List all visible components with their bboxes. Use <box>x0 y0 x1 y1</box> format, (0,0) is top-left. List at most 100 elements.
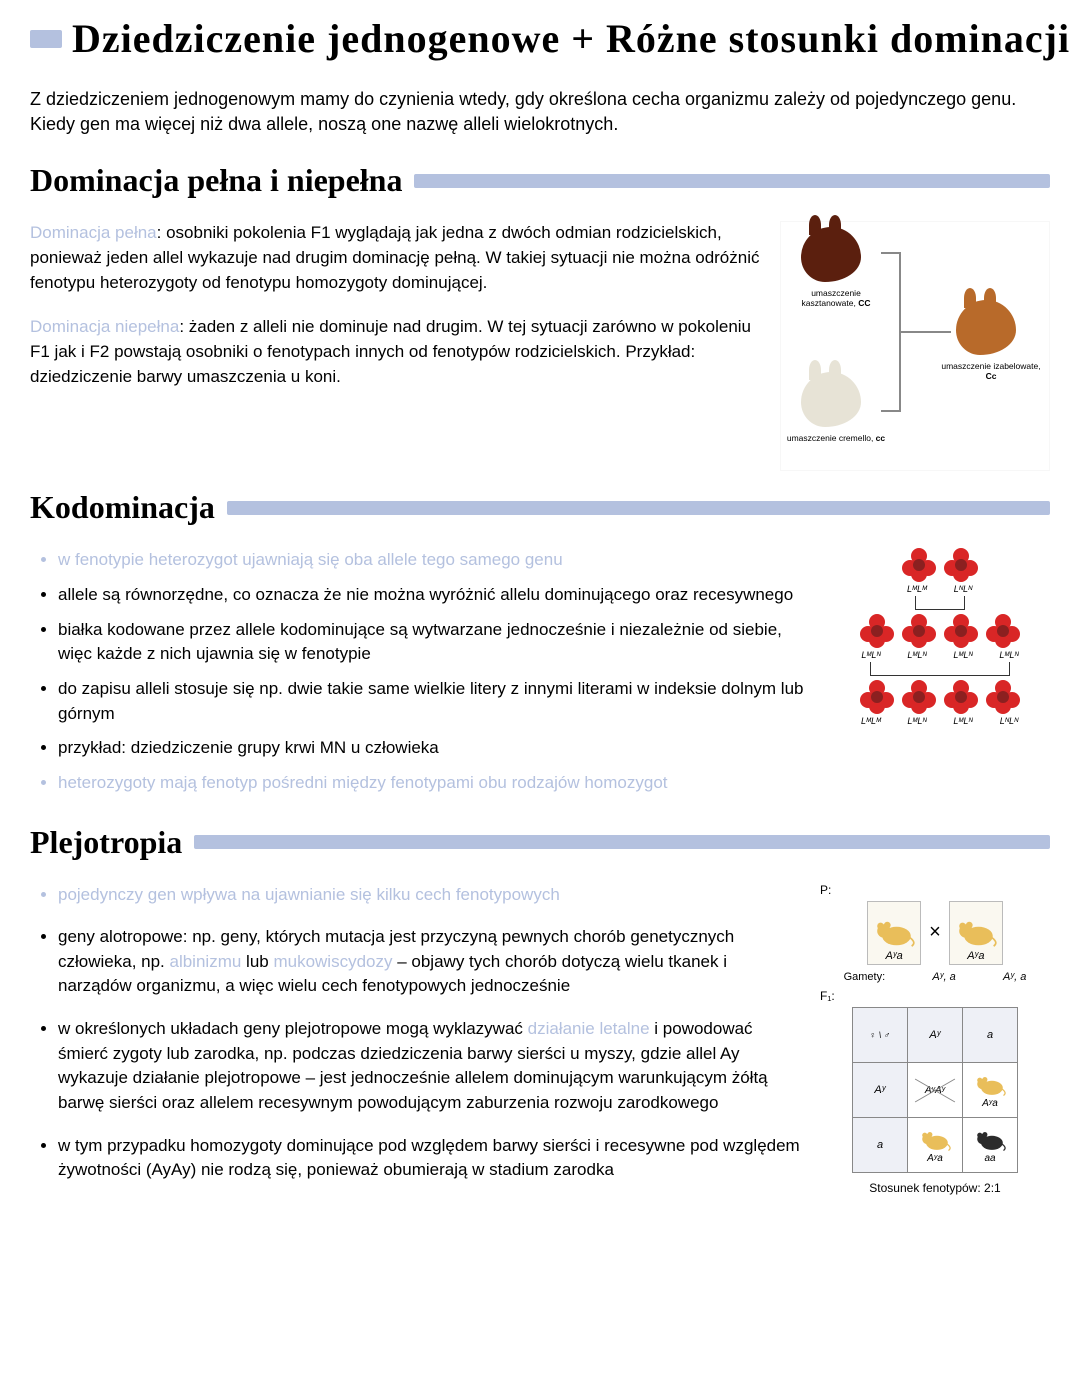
genotype-label: LᴹLᴺ <box>990 650 1028 660</box>
plejotropia-list: pojedynczy gen wpływa na ujawnianie się … <box>30 883 800 1183</box>
parent-box: Aʸa <box>949 901 1003 965</box>
flower-row <box>830 680 1050 714</box>
genotype-label: aa <box>984 1153 995 1164</box>
heading-underline <box>414 174 1050 188</box>
list-item: geny alotropowe: np. geny, których mutac… <box>58 925 800 999</box>
list-item: w określonych układach geny plejotropowe… <box>58 1017 800 1116</box>
term-highlight: działanie letalne <box>528 1019 650 1038</box>
gamete-label: Aʸ, a <box>1003 971 1026 983</box>
section-heading-plejotropia: Plejotropia <box>30 824 1050 861</box>
bracket-connector <box>881 252 901 412</box>
punnett-cell: AʸAʸ <box>908 1062 963 1117</box>
punnett-header: Aʸ <box>853 1062 908 1117</box>
lethal-cross-icon <box>912 1067 958 1113</box>
list-item: w tym przypadku homozygoty dominujące po… <box>58 1134 800 1183</box>
intro-paragraph: Z dziedziczeniem jednogenowym mamy do cz… <box>30 87 1050 137</box>
flower-icon <box>860 680 894 714</box>
flower-icon <box>944 614 978 648</box>
term-highlight: Dominacja niepełna <box>30 317 179 336</box>
term-highlight: albinizmu <box>170 952 242 971</box>
heading-text: Dominacja pełna i niepełna <box>30 162 402 199</box>
gametes-label: Gamety: <box>844 971 886 983</box>
flower-icon <box>986 614 1020 648</box>
genotype-label: LᴹLᴺ <box>898 650 936 660</box>
page-title: Dziedziczenie jednogenowe + Różne stosun… <box>72 15 1070 62</box>
parent-box: Aʸa <box>867 901 921 965</box>
page-title-bar: Dziedziczenie jednogenowe + Różne stosun… <box>30 15 1050 62</box>
mouse-icon <box>955 912 997 950</box>
genotype-label: Aʸa <box>927 1153 943 1164</box>
flower-labels: LᴹLᴹ LᴹLᴺ LᴹLᴺ LᴺLᴺ <box>830 716 1050 726</box>
mouse-icon <box>974 1126 1006 1152</box>
dominacja-niepelna-paragraph: Dominacja niepełna: żaden z alleli nie d… <box>30 315 760 389</box>
genotype-label: LᴹLᴺ <box>898 716 936 726</box>
list-item: w fenotypie heterozygot ujawniają się ob… <box>58 548 810 573</box>
horse-icon: umaszczenie izabelowate, Cc <box>956 300 1036 360</box>
bracket-line <box>901 331 951 333</box>
term-highlight: mukowiscydozy <box>273 952 392 971</box>
heading-text: Plejotropia <box>30 824 182 861</box>
heading-underline <box>227 501 1050 515</box>
punnett-square: ♀ \ ♂AʸaAʸAʸAʸAʸaaAʸaaa <box>852 1007 1018 1173</box>
horse-caption: umaszczenie kasztanowate, CC <box>786 289 886 308</box>
section-heading-kodominacja: Kodominacja <box>30 489 1050 526</box>
generation-label: P: <box>820 883 1050 897</box>
genotype-label: LᴹLᴺ <box>944 716 982 726</box>
genotype-label: LᴹLᴹ <box>898 584 936 594</box>
flower-icon <box>902 614 936 648</box>
gamete-label: Aʸ, a <box>932 971 955 983</box>
genotype-label: LᴹLᴺ <box>944 650 982 660</box>
term-highlight: Dominacja pełna <box>30 223 157 242</box>
list-item: przykład: dziedziczenie grupy krwi MN u … <box>58 736 810 761</box>
flower-icon <box>860 614 894 648</box>
punnett-cell: Aʸa <box>908 1117 963 1172</box>
list-item: białka kodowane przez allele kodominując… <box>58 618 810 667</box>
punnett-cell: Aʸa <box>963 1062 1018 1117</box>
genotype-label: Aʸa <box>982 1098 998 1109</box>
cross-symbol: × <box>929 921 941 944</box>
genotype-label: Aʸa <box>886 950 903 962</box>
list-item: heterozygoty mają fenotyp pośredni międz… <box>58 771 810 796</box>
parents-row: Aʸa × Aʸa <box>820 901 1050 965</box>
punnett-header: a <box>853 1117 908 1172</box>
horse-diagram: umaszczenie kasztanowate, CC umaszczenie … <box>780 221 1050 471</box>
punnett-corner: ♀ \ ♂ <box>853 1007 908 1062</box>
punnett-cell: aa <box>963 1117 1018 1172</box>
cross-connector <box>915 596 965 610</box>
genotype-label: LᴺLᴺ <box>990 716 1028 726</box>
generation-label: F₁: <box>820 989 1050 1003</box>
mouse-icon <box>919 1126 951 1152</box>
horse-caption: umaszczenie cremello, cc <box>786 434 886 443</box>
kodominacja-list: w fenotypie heterozygot ujawniają się ob… <box>30 548 810 795</box>
punnett-header: Aʸ <box>908 1007 963 1062</box>
mouse-icon <box>974 1071 1006 1097</box>
flower-icon <box>902 548 936 582</box>
horse-icon: umaszczenie kasztanowate, CC <box>801 227 881 287</box>
list-item: pojedynczy gen wpływa na ujawnianie się … <box>58 883 800 908</box>
punnett-header: a <box>963 1007 1018 1062</box>
section-heading-dominacja: Dominacja pełna i niepełna <box>30 162 1050 199</box>
phenotype-ratio: Stosunek fenotypów: 2:1 <box>820 1181 1050 1195</box>
genotype-label: LᴺLᴺ <box>944 584 982 594</box>
title-accent-left <box>30 30 62 48</box>
horse-caption: umaszczenie izabelowate, Cc <box>941 362 1041 381</box>
list-item: do zapisu alleli stosuje się np. dwie ta… <box>58 677 810 726</box>
flower-labels: LᴹLᴺ LᴹLᴺ LᴹLᴺ LᴹLᴺ <box>830 650 1050 660</box>
flower-icon <box>902 680 936 714</box>
genotype-label: LᴹLᴺ <box>852 650 890 660</box>
mouse-punnett-diagram: P:Aʸa×AʸaGamety:Aʸ, aAʸ, aF₁:♀ \ ♂AʸaAʸA… <box>820 883 1050 1195</box>
heading-underline <box>194 835 1050 849</box>
genotype-label: Aʸa <box>967 950 984 962</box>
flower-icon <box>944 680 978 714</box>
gametes-row: Gamety: Aʸ, a Aʸ, a <box>820 971 1050 983</box>
flower-row <box>830 548 1050 582</box>
heading-text: Kodominacja <box>30 489 215 526</box>
genotype-label: LᴹLᴹ <box>852 716 890 726</box>
flower-diagram: LᴹLᴹ LᴺLᴺ LᴹLᴺ LᴹLᴺ LᴹLᴺ LᴹLᴺ LᴹLᴹ LᴹLᴺ LᴹLᴺ LᴺLᴺ <box>830 548 1050 728</box>
horse-icon: umaszczenie cremello, cc <box>801 372 881 432</box>
dominacja-pelna-paragraph: Dominacja pełna: osobniki pokolenia F1 w… <box>30 221 760 295</box>
cross-connector <box>870 662 1010 676</box>
flower-row <box>830 614 1050 648</box>
flower-icon <box>986 680 1020 714</box>
flower-icon <box>944 548 978 582</box>
